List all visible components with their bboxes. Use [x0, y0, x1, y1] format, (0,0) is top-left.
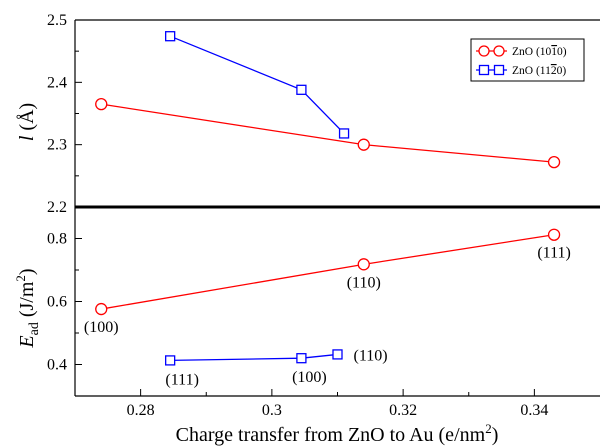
point-label: (100) [292, 369, 327, 386]
bottom-series-1-point [296, 353, 307, 364]
bottom-ylabel-unit: (J/m [16, 281, 38, 317]
legend-label-zno-1120-main: ZnO (11 [512, 65, 551, 77]
bottom-ytick-label: 0.4 [47, 357, 67, 374]
top-series-0-line [101, 103, 555, 163]
legend-marker-zno-1010-b [493, 45, 505, 57]
xtick-label: 0.32 [389, 402, 417, 419]
top-series-1-point [338, 128, 350, 139]
bottom-series-0-point [547, 228, 561, 241]
xlabel-main: Charge transfer from ZnO to Au (e/nm [176, 424, 486, 446]
legend-label-zno-1120-tail: 0) [557, 65, 567, 77]
point-label: (111) [537, 245, 570, 262]
frame-layer [74, 19, 600, 397]
xtick-label: 0.34 [520, 402, 548, 419]
point-label: (110) [347, 274, 381, 291]
legend-box [470, 38, 585, 82]
bottom-ylabel-sub: ad [27, 322, 42, 335]
point-label: (110) [354, 347, 388, 364]
legend-label-zno-1120-bar: 2 [551, 65, 557, 77]
top-ytick-label: 2.3 [47, 137, 67, 154]
point-label: (100) [84, 319, 119, 336]
bottom-series-0-point [357, 258, 370, 271]
bottom-series-1-point [165, 355, 176, 366]
bottom-series-0-point [95, 302, 108, 316]
top-ylabel: l (Å) [16, 103, 38, 141]
legend-label-zno-1010-main: ZnO (10 [512, 46, 552, 58]
legend-label-zno-1120: ZnO (1120) [512, 65, 566, 77]
bottom-series-0-line [101, 234, 555, 310]
bottom-ytick-label: 0.6 [47, 294, 67, 311]
top-series-0-point [547, 155, 561, 169]
top-ylabel-unit: (Å) [16, 103, 38, 131]
bottom-series-1-line [170, 353, 338, 362]
legend-label-zno-1010-bar: 1 [551, 46, 557, 58]
bottom-ytick-label: 0.8 [47, 231, 67, 248]
legend: ZnO (1010) ZnO (1120) [470, 38, 585, 82]
text-layer: l (Å) Ead (J/m2) Charge transfer from Zn… [13, 12, 585, 446]
top-ytick-label: 2.4 [47, 74, 67, 91]
xlabel-sup: 2 [485, 421, 492, 436]
legend-marker-zno-1120-b [493, 64, 505, 76]
top-series-0-point [357, 138, 370, 151]
point-label: (111) [165, 371, 198, 388]
top-series-1-point [296, 84, 307, 95]
legend-marker-zno-1120 [478, 64, 490, 76]
series-layer [95, 31, 561, 366]
top-ytick-label: 2.5 [47, 12, 67, 29]
top-series-1-point [165, 31, 176, 42]
legend-label-zno-1010: ZnO (1010) [512, 46, 567, 58]
top-ytick-label: 2.2 [47, 199, 67, 216]
xtick-label: 0.3 [262, 402, 282, 419]
legend-marker-zno-1010 [478, 45, 490, 57]
bottom-ylabel-close: ) [16, 268, 38, 275]
xlabel-close: ) [492, 424, 499, 446]
bottom-series-1-point [332, 349, 343, 360]
bottom-ylabel-main: E [16, 335, 38, 348]
legend-label-zno-1010-tail: 0) [557, 46, 567, 58]
xlabel: Charge transfer from ZnO to Au (e/nm2) [176, 421, 499, 446]
top-series-0-point [95, 98, 108, 111]
bottom-ylabel: Ead (J/m2) [13, 268, 43, 348]
xtick-label: 0.28 [127, 402, 155, 419]
top-ylabel-var: l [16, 135, 38, 141]
bottom-ylabel-sup: 2 [13, 275, 28, 282]
